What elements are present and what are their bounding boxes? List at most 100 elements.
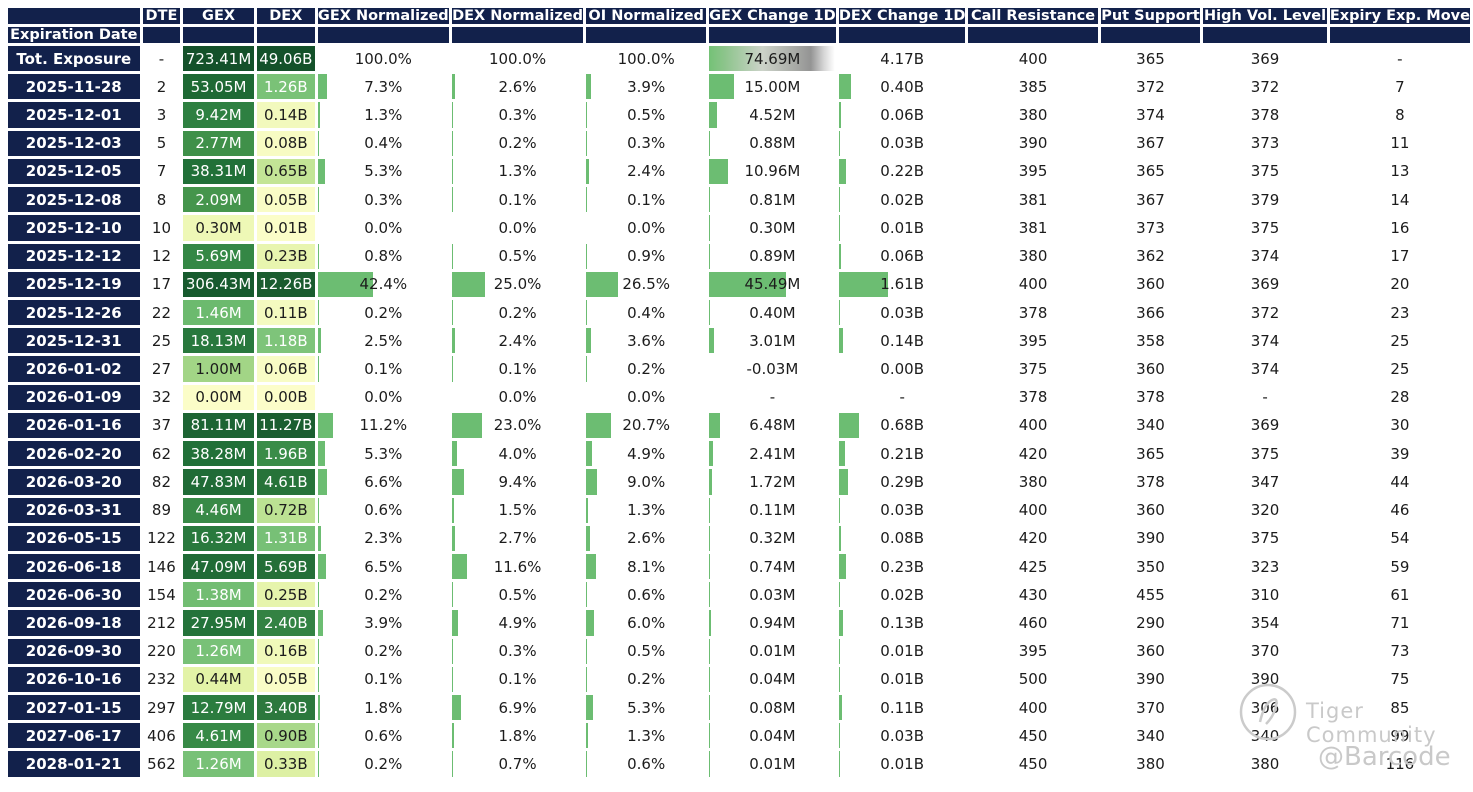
gex-cell: 38.31M <box>183 158 254 185</box>
dte-cell: 7 <box>156 162 167 181</box>
put-support-cell: 350 <box>1136 557 1165 576</box>
empty-header-cell <box>451 27 584 43</box>
dex-change-cell-value: 0.13B <box>880 613 924 632</box>
dex-normalized-cell: 1.3% <box>451 158 584 185</box>
expiration-label-cell: 2026-02-20 <box>8 441 140 467</box>
empty-header-cell <box>142 27 181 43</box>
call-resistance-cell: 395 <box>1018 331 1048 350</box>
table-row: 2025-12-12 12 5.69M 0.23B 0.8% 0.5% 0.9% 0.89M 0… <box>8 243 1470 269</box>
dex-change-cell: 0.03B <box>838 497 966 523</box>
value-bar <box>708 666 710 693</box>
put-support-cell: 373 <box>1136 218 1165 237</box>
gex-normalized-cell: 0.2% <box>317 299 449 326</box>
dex-cell: 2.40B <box>256 610 315 636</box>
dte-cell: 27 <box>151 360 172 379</box>
oi-normalized-cell: 20.7% <box>586 412 706 439</box>
gex-change-cell: 6.48M <box>708 412 836 439</box>
dex-normalized-cell-value: 6.9% <box>498 698 537 717</box>
high-vol-cell: 374 <box>1250 360 1280 379</box>
value-bar <box>708 751 710 777</box>
value-bar <box>451 74 456 100</box>
column-header-gex: GEX <box>183 8 254 24</box>
put-support-cell: 367 <box>1136 190 1165 209</box>
dex-cell: 0.05B <box>256 666 315 693</box>
value-bar <box>451 328 455 354</box>
call-resistance-cell: 390 <box>1018 134 1048 153</box>
value-bar <box>838 243 841 269</box>
gex-normalized-cell-value: 11.2% <box>359 416 408 435</box>
high-vol-cell: 310 <box>1250 585 1280 604</box>
gex-change-cell-value: 0.04M <box>749 670 796 689</box>
gex-normalized-cell-value: 0.1% <box>364 670 403 689</box>
empty-header-cell <box>317 27 449 43</box>
oi-normalized-cell: 0.2% <box>586 666 706 693</box>
table-row: Tot. Exposure -723.41M 49.06B 100.0% 100.0% 1… <box>8 46 1470 72</box>
value-bar <box>708 497 710 523</box>
oi-normalized-cell: 3.9% <box>586 74 706 100</box>
expiration-label-cell: 2026-10-16 <box>8 666 140 693</box>
gex-cell: 2.09M <box>183 187 254 213</box>
expiration-label-cell: 2025-11-28 <box>8 74 140 100</box>
gex-change-cell-value: 0.01M <box>749 755 796 774</box>
gex-normalized-cell-value: 100.0% <box>354 49 412 68</box>
dex-cell: 4.61B <box>256 469 315 495</box>
value-bar <box>451 723 455 749</box>
empty-header-cell <box>838 27 966 43</box>
dex-normalized-cell: 9.4% <box>451 469 584 495</box>
gex-normalized-cell-value: 7.3% <box>364 77 403 96</box>
oi-normalized-cell-value: 9.0% <box>627 472 666 491</box>
value-bar <box>586 695 593 721</box>
expiration-label-cell: 2027-06-17 <box>8 723 140 749</box>
call-resistance-cell: 425 <box>1018 557 1048 576</box>
put-support-cell: 360 <box>1136 642 1165 661</box>
value-bar <box>708 299 710 326</box>
dex-change-cell: 0.00B <box>839 356 966 381</box>
call-resistance-cell: 400 <box>1018 275 1048 294</box>
value-bar <box>586 553 597 580</box>
gex-change-cell: - <box>709 385 836 410</box>
gex-change-cell-value: 0.08M <box>749 698 796 717</box>
expiration-date-header: Expiration Date <box>8 27 140 43</box>
dex-normalized-cell: 23.0% <box>451 412 584 439</box>
put-support-cell: 366 <box>1136 303 1165 322</box>
dex-change-cell: 0.29B <box>838 469 966 495</box>
value-bar <box>838 695 843 721</box>
call-resistance-cell: 420 <box>1018 529 1048 548</box>
dte-cell: 297 <box>147 698 176 717</box>
dex-change-cell-value: 0.03B <box>880 303 924 322</box>
call-resistance-cell: 380 <box>1018 106 1048 125</box>
dex-normalized-cell-value: 4.9% <box>498 613 537 632</box>
value-bar <box>451 638 453 664</box>
oi-normalized-cell-value: 0.3% <box>627 134 666 153</box>
empty-header-cell <box>968 27 1098 43</box>
dex-normalized-cell: 0.3% <box>451 638 584 664</box>
dex-change-cell-value: 0.01B <box>880 218 924 237</box>
high-vol-cell: 373 <box>1250 134 1280 153</box>
dex-normalized-cell-value: 11.6% <box>493 557 542 576</box>
gex-change-cell: 0.08M <box>708 695 836 721</box>
value-bar <box>838 187 840 213</box>
call-resistance-cell: 378 <box>1018 388 1048 407</box>
expiry-move-cell: 75 <box>1390 670 1410 689</box>
gex-normalized-cell: 42.4% <box>317 271 449 297</box>
dex-cell: 5.69B <box>256 553 315 580</box>
dex-change-cell: 0.01B <box>838 215 966 241</box>
value-bar <box>708 412 720 439</box>
dex-change-cell-value: - <box>899 388 905 407</box>
value-bar <box>708 582 710 608</box>
gex-cell: 12.79M <box>183 695 254 721</box>
value-bar <box>838 441 846 467</box>
call-resistance-cell: 430 <box>1018 585 1048 604</box>
dex-normalized-cell: 100.0% <box>452 46 584 71</box>
oi-normalized-cell: 1.3% <box>586 723 706 749</box>
dex-normalized-cell: 0.1% <box>451 187 584 213</box>
table-row: 2026-01-09 32 0.00M 0.00B 0.0% 0.0% 0.0% - - 378 3… <box>8 384 1470 410</box>
value-bar <box>451 130 453 156</box>
gex-normalized-cell: 0.3% <box>317 187 449 213</box>
dex-change-cell: 0.01B <box>838 638 966 664</box>
put-support-cell: 360 <box>1136 275 1165 294</box>
high-vol-cell: 375 <box>1250 529 1280 548</box>
dex-cell: 0.25B <box>256 582 315 608</box>
expiration-label-cell: 2027-01-15 <box>8 695 140 721</box>
put-support-cell: 367 <box>1136 134 1165 153</box>
